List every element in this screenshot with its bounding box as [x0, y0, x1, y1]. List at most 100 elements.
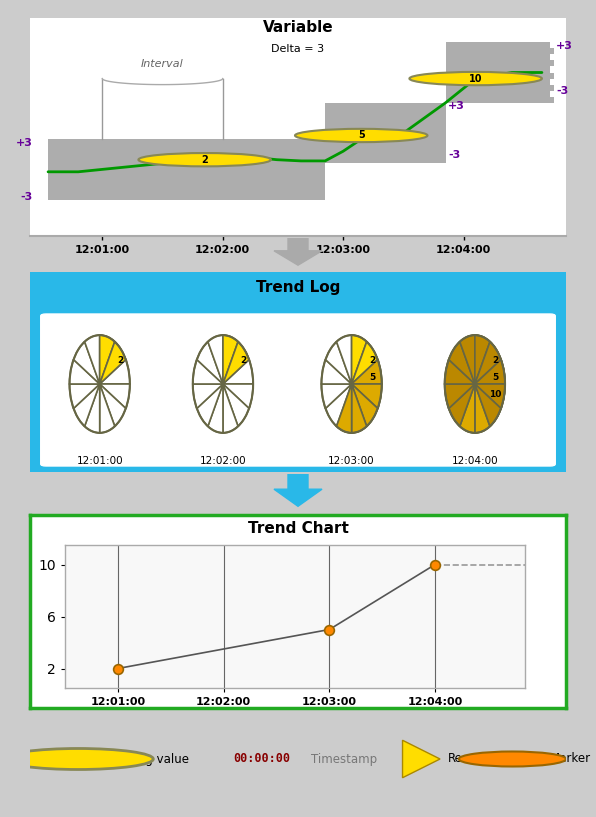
Wedge shape	[100, 359, 130, 384]
Wedge shape	[460, 384, 475, 433]
Wedge shape	[475, 359, 505, 384]
Wedge shape	[325, 342, 352, 384]
Wedge shape	[475, 384, 501, 426]
Text: Marker: Marker	[550, 752, 591, 766]
Wedge shape	[475, 384, 501, 426]
Wedge shape	[325, 384, 352, 426]
Wedge shape	[475, 384, 505, 408]
Wedge shape	[85, 384, 100, 433]
Bar	[446, 42, 554, 103]
Wedge shape	[445, 384, 475, 408]
Bar	[325, 103, 446, 163]
Wedge shape	[70, 384, 100, 408]
Wedge shape	[352, 384, 378, 426]
Polygon shape	[402, 740, 440, 778]
Bar	[550, 91, 566, 96]
Wedge shape	[73, 342, 100, 384]
Wedge shape	[337, 384, 352, 433]
Wedge shape	[208, 335, 223, 384]
Wedge shape	[460, 335, 475, 384]
Wedge shape	[352, 384, 367, 433]
Wedge shape	[475, 384, 505, 408]
Text: -3: -3	[448, 150, 460, 160]
Wedge shape	[223, 342, 249, 384]
Wedge shape	[460, 335, 475, 384]
Wedge shape	[475, 342, 501, 384]
Wedge shape	[352, 342, 378, 384]
Wedge shape	[445, 359, 475, 384]
Wedge shape	[352, 342, 378, 384]
Text: +3: +3	[448, 101, 465, 111]
Wedge shape	[460, 384, 475, 433]
Bar	[48, 139, 325, 199]
Wedge shape	[449, 342, 475, 384]
Text: 2: 2	[117, 355, 123, 364]
Wedge shape	[475, 384, 490, 433]
Text: Delta = 3: Delta = 3	[271, 44, 325, 54]
Text: Trend Chart: Trend Chart	[247, 520, 349, 536]
Text: Log value: Log value	[132, 752, 189, 766]
Bar	[550, 78, 566, 85]
Wedge shape	[100, 342, 126, 384]
Wedge shape	[352, 384, 378, 426]
Wedge shape	[352, 384, 382, 408]
Wedge shape	[445, 359, 475, 384]
Text: 12:04:00: 12:04:00	[452, 456, 498, 467]
Wedge shape	[475, 384, 501, 426]
Text: 10: 10	[469, 74, 482, 83]
Text: Trend Log: Trend Log	[256, 280, 340, 295]
Wedge shape	[352, 335, 367, 384]
Wedge shape	[223, 335, 238, 384]
Wedge shape	[321, 359, 352, 384]
Text: 12:03:00: 12:03:00	[328, 456, 375, 467]
Wedge shape	[475, 359, 505, 384]
Wedge shape	[337, 384, 352, 433]
Wedge shape	[475, 335, 490, 384]
Wedge shape	[475, 335, 490, 384]
Bar	[550, 66, 566, 73]
Wedge shape	[449, 384, 475, 426]
Wedge shape	[352, 384, 367, 433]
Wedge shape	[223, 342, 249, 384]
Text: 5: 5	[369, 373, 375, 382]
Circle shape	[459, 752, 566, 766]
Wedge shape	[449, 384, 475, 426]
Wedge shape	[445, 384, 475, 408]
Text: +3: +3	[15, 138, 32, 148]
Bar	[550, 55, 566, 60]
Wedge shape	[100, 384, 130, 408]
Wedge shape	[100, 342, 126, 384]
Wedge shape	[475, 359, 505, 384]
Wedge shape	[100, 335, 115, 384]
Wedge shape	[475, 384, 505, 408]
Wedge shape	[223, 384, 238, 433]
Wedge shape	[223, 384, 249, 426]
Wedge shape	[321, 384, 352, 408]
Wedge shape	[223, 335, 238, 384]
Wedge shape	[475, 342, 501, 384]
Text: Interval: Interval	[141, 59, 184, 69]
Text: 00:00:00: 00:00:00	[234, 752, 291, 766]
FancyBboxPatch shape	[41, 314, 555, 466]
Text: 5: 5	[492, 373, 498, 382]
Text: 12:01:00: 12:01:00	[76, 456, 123, 467]
Wedge shape	[475, 342, 501, 384]
FancyArrow shape	[274, 238, 322, 266]
Wedge shape	[475, 384, 490, 433]
Wedge shape	[100, 335, 115, 384]
Wedge shape	[352, 335, 367, 384]
Wedge shape	[223, 384, 253, 408]
Wedge shape	[73, 384, 100, 426]
Circle shape	[138, 153, 271, 167]
Wedge shape	[208, 384, 223, 433]
Wedge shape	[193, 384, 223, 408]
Wedge shape	[100, 384, 126, 426]
Circle shape	[3, 748, 153, 770]
Text: Variable: Variable	[263, 20, 333, 35]
Wedge shape	[197, 384, 223, 426]
Circle shape	[295, 129, 427, 142]
Text: Timestamp: Timestamp	[311, 752, 377, 766]
Text: 2: 2	[369, 355, 375, 364]
Wedge shape	[352, 359, 382, 384]
Wedge shape	[449, 342, 475, 384]
